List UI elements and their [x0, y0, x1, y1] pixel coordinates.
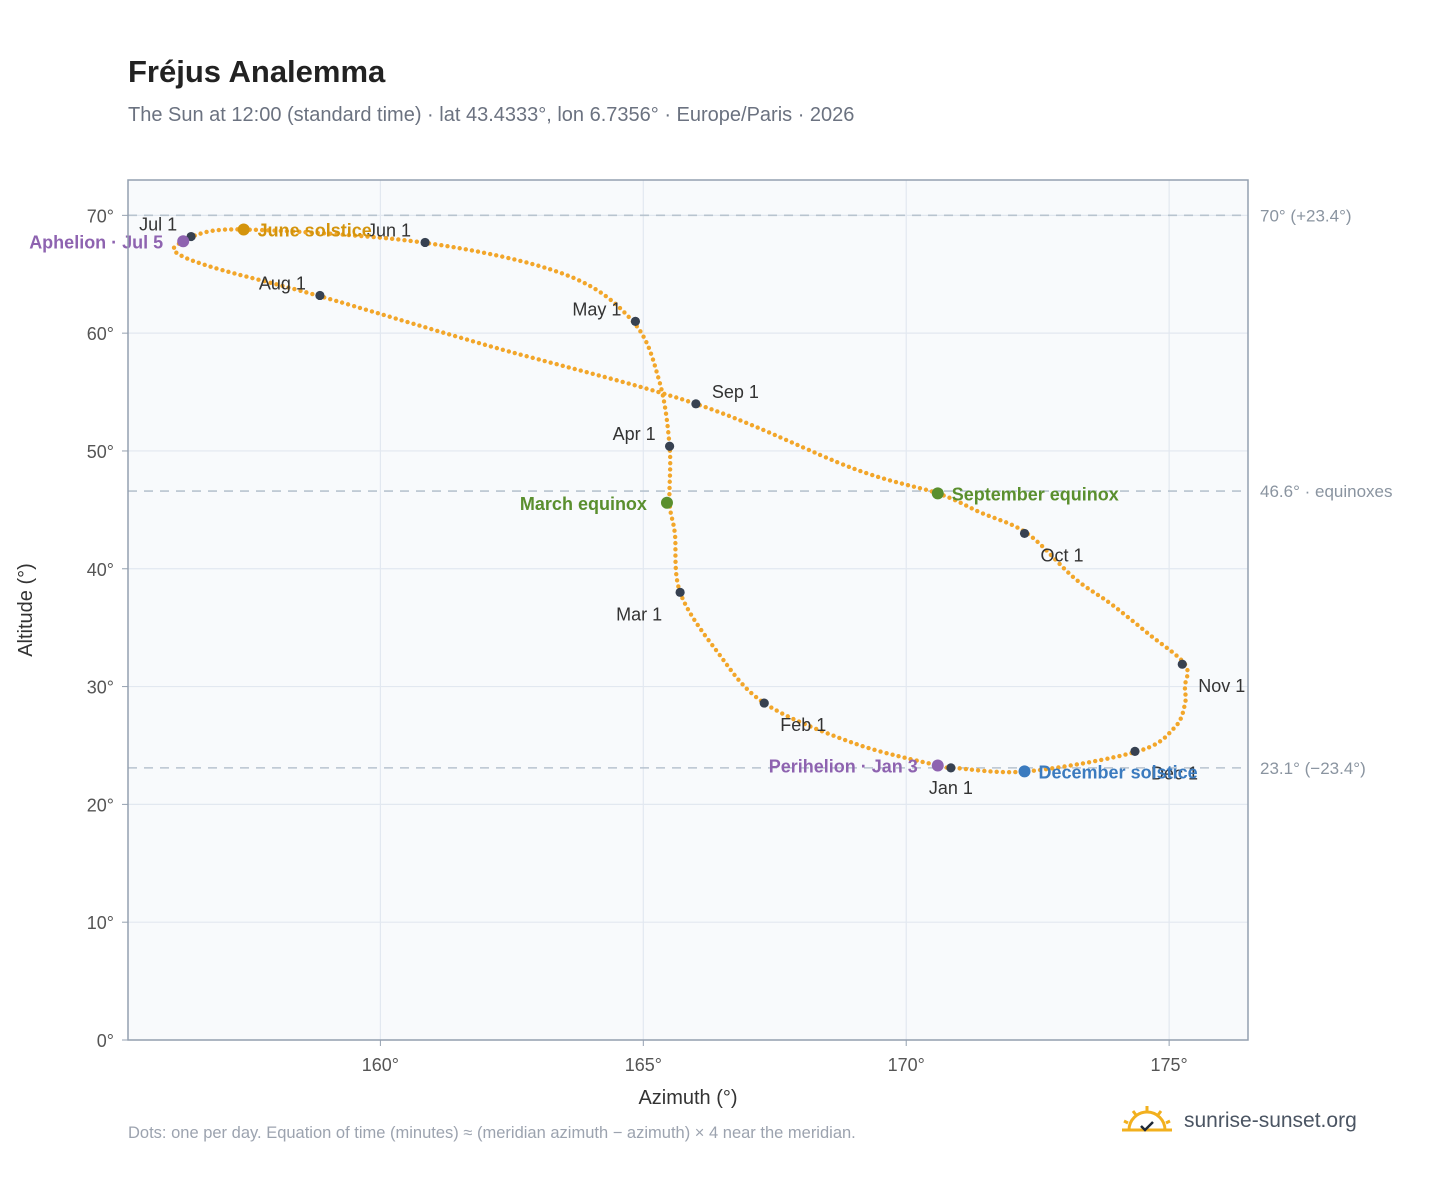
month-marker — [1019, 528, 1030, 539]
y-tick-label: 30° — [87, 678, 114, 698]
month-marker — [1130, 746, 1140, 756]
month-label: Jul 1 — [139, 215, 177, 235]
y-tick-label: 20° — [87, 795, 114, 815]
y-axis-label: Altitude (°) — [15, 563, 37, 657]
month-label: Sep 1 — [712, 382, 759, 402]
axis-ticks: 160° 165° 170° 175° 0° 10° 20° 30° 40° 50° 60° 70° — [87, 206, 1188, 1075]
month-label: May 1 — [572, 299, 621, 319]
event-label: December solstice — [1039, 762, 1198, 782]
month-label: Apr 1 — [613, 424, 656, 444]
reference-line-label: 23.1° (−23.4°) — [1260, 759, 1366, 778]
chart-title: Fréjus Analemma — [128, 54, 386, 89]
brand[interactable]: sunrise-sunset.org — [1120, 1104, 1357, 1138]
event-marker — [931, 487, 944, 500]
month-label: Nov 1 — [1198, 676, 1245, 696]
x-axis-label: Azimuth (°) — [638, 1087, 737, 1109]
x-tick-label: 160° — [362, 1055, 399, 1075]
event-label: June solstice — [258, 220, 372, 240]
event-marker — [1018, 765, 1031, 778]
event-label: Perihelion · Jan 3 — [769, 757, 918, 777]
month-label: Feb 1 — [780, 715, 826, 735]
month-marker — [630, 316, 641, 326]
month-label: Mar 1 — [616, 604, 662, 624]
reference-line-label: 46.6° · equinoxes — [1260, 482, 1393, 501]
event-marker — [931, 759, 944, 772]
month-marker — [675, 587, 685, 597]
month-marker — [315, 290, 325, 301]
y-tick-label: 40° — [87, 560, 114, 580]
month-marker — [420, 237, 430, 248]
chart-subtitle: The Sun at 12:00 (standard time) · lat 4… — [128, 104, 855, 126]
month-label: Dec 1 — [1151, 763, 1198, 783]
month-marker — [691, 399, 701, 409]
month-label: Oct 1 — [1041, 545, 1084, 565]
month-label: Jan 1 — [929, 778, 973, 798]
event-label: March equinox — [520, 494, 647, 514]
event-markers: June solstice December solstice March equi… — [29, 220, 1197, 782]
month-label: Jun 1 — [367, 220, 411, 240]
reference-lines: 70° (+23.4°) 46.6° · equinoxes 23.1° (−23.… — [128, 206, 1393, 778]
plot-frame — [127, 179, 1249, 1041]
y-tick-label: 10° — [87, 913, 114, 933]
month-marker — [1177, 659, 1187, 669]
x-tick-label: 170° — [888, 1055, 925, 1075]
x-tick-label: 165° — [625, 1055, 662, 1075]
month-markers: Jan 1 Feb 1 Mar 1 Apr 1 May 1 Jun 1 Jul 1 Aug 1… — [139, 215, 1245, 798]
event-label: Aphelion · Jul 5 — [29, 232, 163, 252]
month-marker — [186, 231, 196, 242]
event-label: September equinox — [952, 484, 1119, 504]
month-marker — [664, 441, 675, 451]
month-marker — [946, 763, 956, 773]
y-tick-label: 60° — [87, 324, 114, 344]
month-marker — [759, 698, 769, 708]
y-tick-label: 70° — [87, 206, 114, 226]
x-tick-label: 175° — [1151, 1055, 1188, 1075]
footnote: Dots: one per day. Equation of time (min… — [128, 1124, 856, 1142]
month-label: Aug 1 — [259, 273, 306, 293]
reference-line-label: 70° (+23.4°) — [1260, 206, 1352, 225]
brand-name: sunrise-sunset.org — [1184, 1109, 1357, 1132]
sun-logo-icon — [1122, 1106, 1172, 1132]
y-tick-label: 50° — [87, 442, 114, 462]
y-tick-label: 0° — [97, 1031, 114, 1051]
event-marker — [660, 496, 673, 509]
event-marker — [237, 223, 250, 236]
event-marker — [177, 235, 190, 248]
